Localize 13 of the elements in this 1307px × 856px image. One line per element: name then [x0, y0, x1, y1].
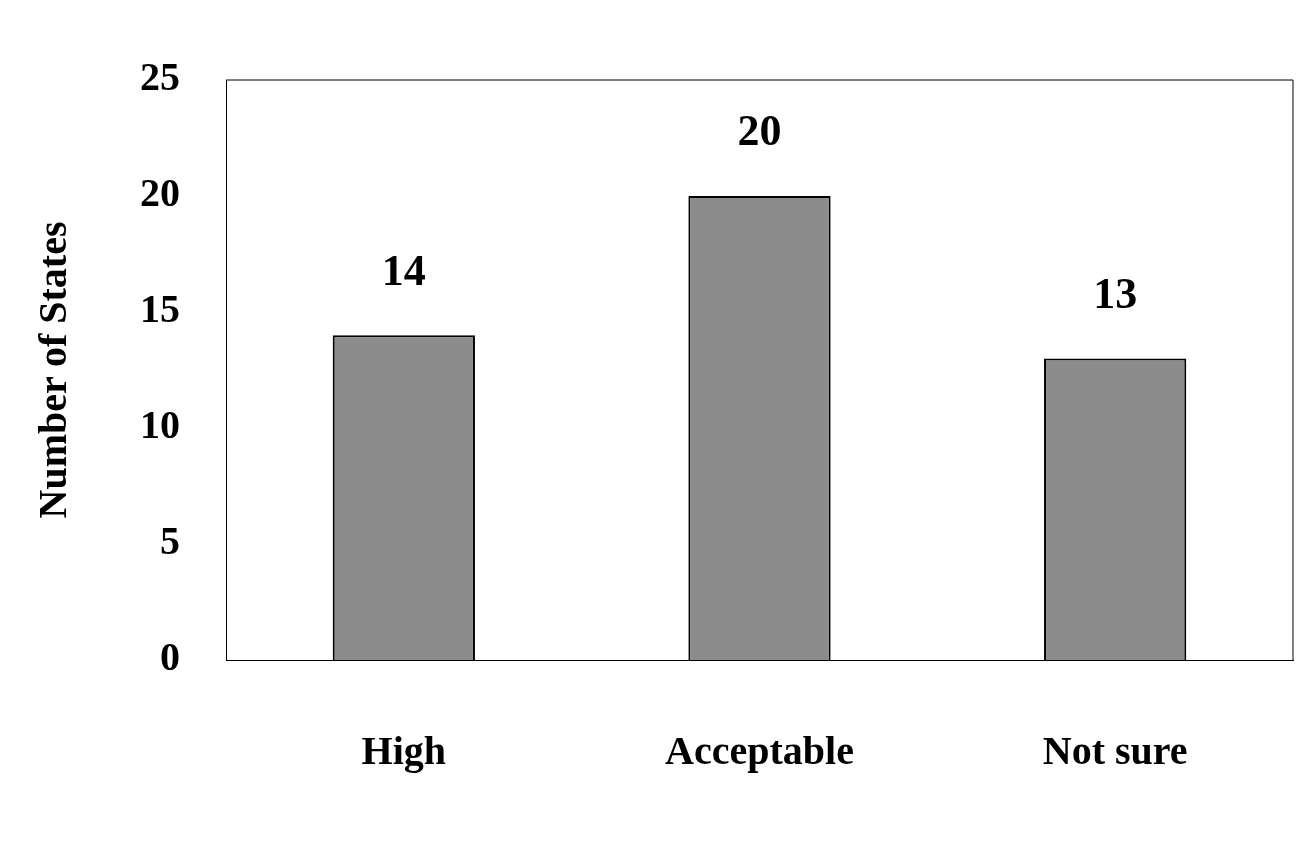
data-label: 13	[1093, 268, 1138, 318]
y-tick-label: 20	[140, 170, 180, 216]
y-tick-label: 15	[140, 286, 180, 332]
data-label: 14	[381, 245, 426, 295]
y-axis-title: Number of States	[30, 221, 76, 519]
y-tick-label: 0	[160, 634, 180, 680]
x-tick-label: High	[361, 728, 447, 774]
y-tick-label: 10	[140, 402, 180, 448]
x-tick-label: Acceptable	[665, 728, 854, 774]
x-tick-label: Not sure	[1042, 728, 1188, 774]
y-tick-label: 25	[140, 54, 180, 100]
data-label: 20	[737, 106, 782, 156]
y-tick-label: 5	[160, 518, 180, 564]
